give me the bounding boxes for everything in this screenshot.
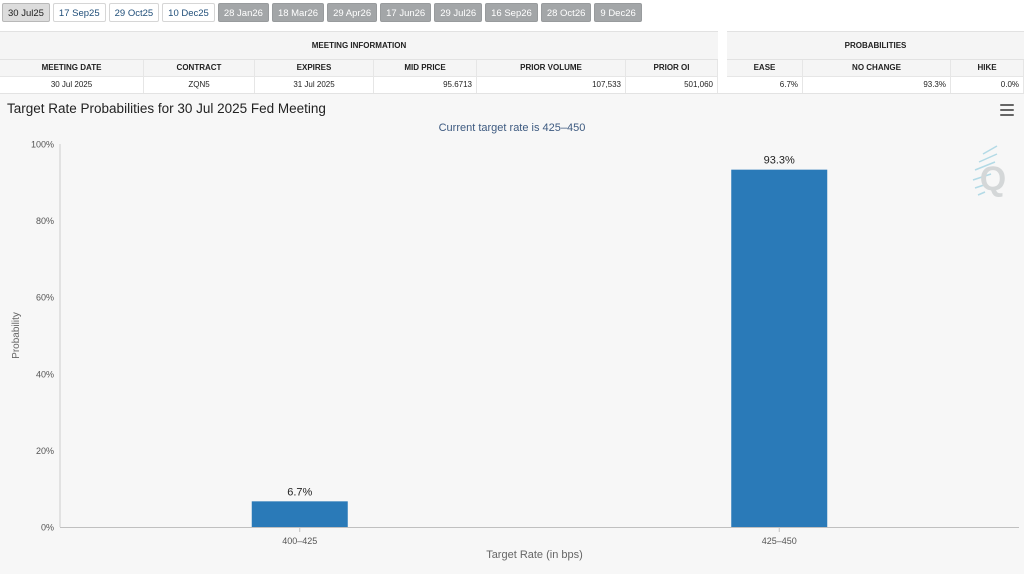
tab-10-dec25[interactable]: 10 Dec25 (162, 3, 215, 22)
data-label: 6.7% (287, 486, 312, 498)
tab-17-sep25[interactable]: 17 Sep25 (52, 3, 106, 22)
probabilities-header-row: EASE NO CHANGE HIKE (727, 60, 1024, 77)
col-meeting-date: MEETING DATE (0, 60, 144, 76)
chart-subtitle: Current target rate is 425–450 (438, 122, 586, 134)
col-no-change: NO CHANGE (803, 60, 951, 76)
prior-volume-value: 107,533 (477, 77, 626, 93)
tab-29-oct25[interactable]: 29 Oct25 (108, 3, 160, 22)
tab-29-apr26[interactable]: 29 Apr26 (327, 3, 378, 22)
chart-title: Target Rate Probabilities for 30 Jul 202… (7, 101, 326, 116)
svg-text:Q: Q (980, 160, 1006, 198)
col-hike: HIKE (951, 60, 1024, 76)
col-expires: EXPIRES (255, 60, 374, 76)
col-mid-price: MID PRICE (374, 60, 477, 76)
mid-price-value: 95.6713 (374, 77, 477, 93)
x-tick-label: 400–425 (282, 536, 317, 546)
meeting-information-heading: MEETING INFORMATION (0, 31, 718, 60)
tab-17-jun26[interactable]: 17 Jun26 (380, 3, 432, 22)
tab-28-oct26[interactable]: 28 Oct26 (540, 3, 592, 22)
expires-value: 31 Jul 2025 (255, 77, 374, 93)
tab-29-jul26[interactable]: 29 Jul26 (434, 3, 483, 22)
meeting-date-value: 30 Jul 2025 (0, 77, 144, 93)
y-tick-label: 80% (36, 216, 54, 226)
meeting-date-tabs: 30 Jul25 17 Sep25 29 Oct25 10 Dec25 28 Jan26… (2, 3, 642, 23)
col-contract: CONTRACT (144, 60, 255, 76)
table-row: 6.7% 93.3% 0.0% (727, 77, 1024, 94)
tab-30-jul25[interactable]: 30 Jul25 (2, 3, 50, 22)
tab-18-mar26[interactable]: 18 Mar26 (271, 3, 325, 22)
y-tick-label: 40% (36, 369, 54, 379)
tab-16-sep26[interactable]: 16 Sep26 (485, 3, 538, 22)
ease-value: 6.7% (727, 77, 803, 93)
y-tick-label: 100% (31, 140, 54, 150)
y-axis-title: Probability (11, 312, 22, 359)
x-tick-label: 425–450 (762, 536, 797, 546)
no-change-value: 93.3% (803, 77, 951, 93)
meeting-information-table: MEETING INFORMATION MEETING DATE CONTRAC… (0, 31, 718, 94)
tab-9-dec26[interactable]: 9 Dec26 (594, 3, 642, 22)
contract-value: ZQN5 (144, 77, 255, 93)
y-tick-label: 0% (41, 523, 54, 533)
meeting-information-header-row: MEETING DATE CONTRACT EXPIRES MID PRICE … (0, 60, 718, 77)
y-tick-label: 20% (36, 446, 54, 456)
prior-oi-value: 501,060 (626, 77, 718, 93)
watermark-logo-icon: Q (972, 145, 1006, 198)
data-label: 93.3% (764, 155, 795, 167)
chart-menu-icon[interactable] (1000, 104, 1014, 116)
probabilities-heading: PROBABILITIES (727, 31, 1024, 60)
y-tick-label: 60% (36, 293, 54, 303)
probabilities-table: PROBABILITIES EASE NO CHANGE HIKE 6.7% 9… (727, 31, 1024, 94)
table-row: 30 Jul 2025 ZQN5 31 Jul 2025 95.6713 107… (0, 77, 718, 94)
bar-425-450 (731, 169, 828, 527)
tab-28-jan26[interactable]: 28 Jan26 (217, 3, 269, 22)
chart-panel: Target Rate Probabilities for 30 Jul 202… (0, 93, 1024, 574)
bar-400-425 (251, 501, 348, 527)
col-prior-volume: PRIOR VOLUME (477, 60, 626, 76)
probability-bar-chart: 0% 20% 40% 60% 80% 100% 6.7% 400–425 93.3% 425–45… (11, 140, 1019, 561)
col-ease: EASE (727, 60, 803, 76)
hike-value: 0.0% (951, 77, 1024, 93)
x-axis-title: Target Rate (in bps) (486, 549, 583, 561)
col-prior-oi: PRIOR OI (626, 60, 718, 76)
